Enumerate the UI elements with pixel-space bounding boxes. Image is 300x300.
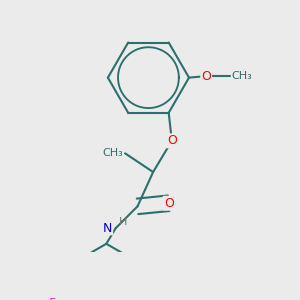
- Text: N: N: [103, 222, 112, 235]
- Text: CH₃: CH₃: [103, 148, 124, 158]
- Text: O: O: [167, 134, 177, 147]
- Text: O: O: [164, 197, 174, 210]
- Text: H: H: [119, 217, 128, 227]
- Text: CH₃: CH₃: [231, 71, 252, 81]
- Text: O: O: [201, 70, 211, 83]
- Text: F: F: [49, 297, 56, 300]
